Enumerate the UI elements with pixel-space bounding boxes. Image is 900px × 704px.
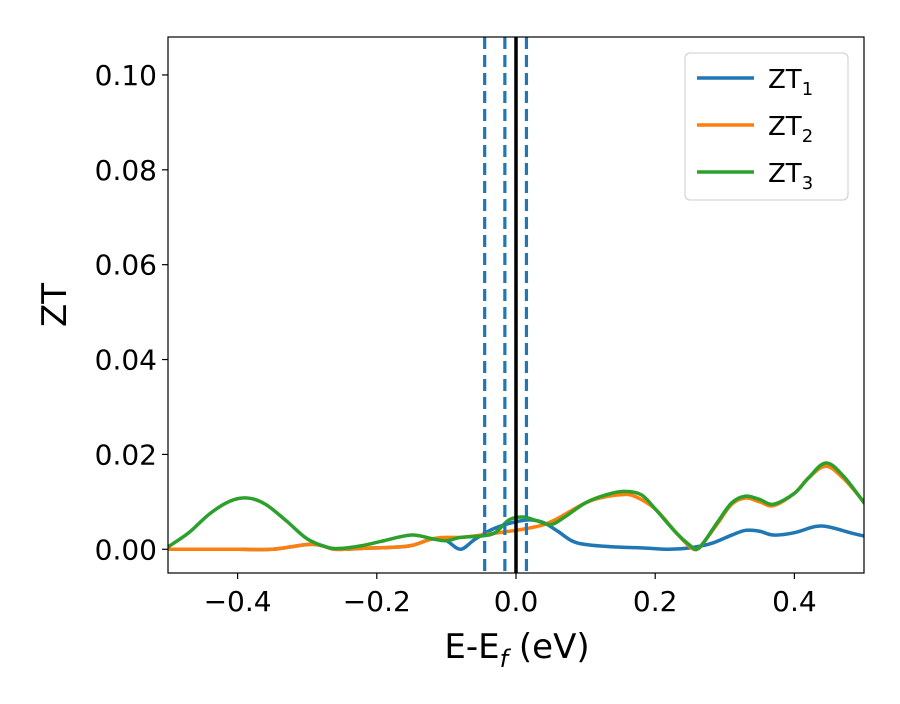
legend-label-zt3: ZT3 [768, 159, 813, 194]
y-tick-label: 0.04 [95, 344, 157, 377]
legend: ZT1 ZT2 ZT3 [684, 52, 849, 201]
y-tick-label: 0.08 [95, 154, 157, 187]
legend-label-zt1: ZT1 [768, 65, 813, 100]
reference-lines [483, 37, 529, 573]
y-tick-label: 0.10 [95, 59, 157, 92]
y-tick-label: 0.06 [95, 249, 157, 282]
x-axis: −0.4 −0.2 0.0 0.2 0.4 [204, 573, 817, 618]
y-axis-title: ZT [35, 283, 75, 327]
y-tick-label: 0.02 [95, 438, 157, 471]
x-tick-label: −0.4 [204, 585, 272, 618]
x-tick-label: −0.2 [343, 585, 411, 618]
y-axis: 0.00 0.02 0.04 0.06 0.08 0.10 [95, 59, 168, 566]
x-tick-label: 0.0 [494, 585, 539, 618]
legend-label-zt2: ZT2 [768, 112, 813, 147]
x-axis-title: E-Ef (eV) [444, 627, 589, 673]
legend-box [684, 52, 849, 201]
series-line-zt3 [168, 461, 864, 552]
series-layer [168, 461, 864, 552]
y-tick-label: 0.00 [95, 533, 157, 566]
x-tick-label: 0.4 [772, 585, 817, 618]
x-tick-label: 0.2 [633, 585, 678, 618]
